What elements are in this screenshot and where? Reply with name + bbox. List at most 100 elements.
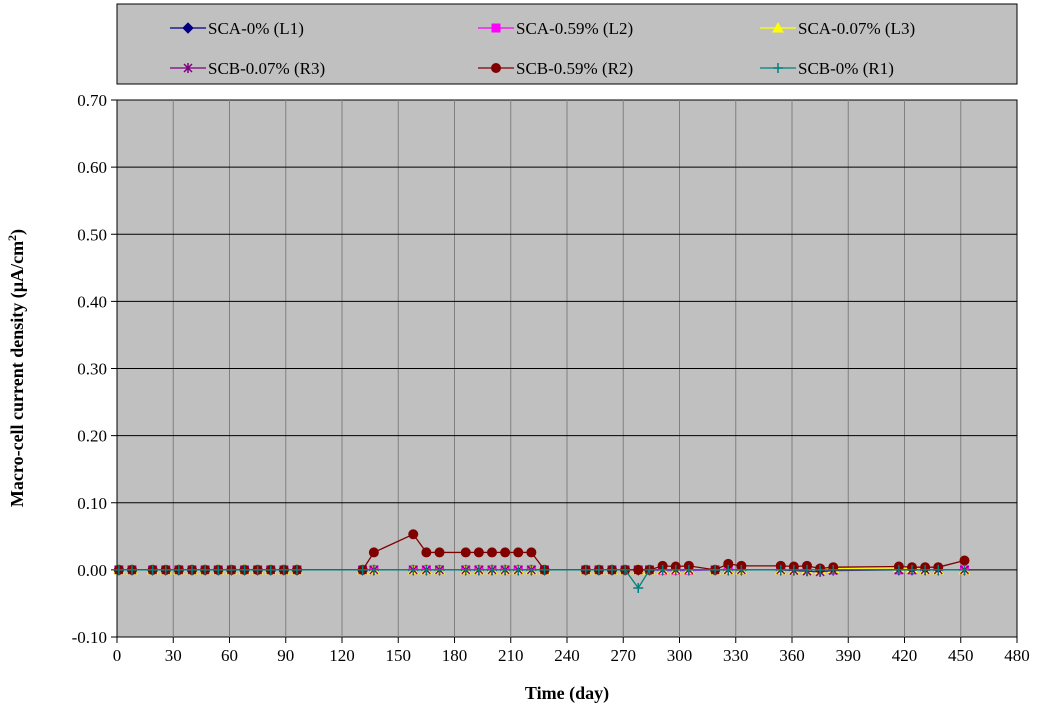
x-tick-label: 60 [221,646,238,665]
data-point [959,555,970,566]
data-point [775,564,786,575]
x-tick-label: 240 [554,646,580,665]
data-point [593,564,604,575]
data-point [226,564,237,575]
data-point [213,564,224,575]
data-point [368,547,379,558]
grid [117,100,1017,637]
y-tick-label: 0.20 [77,427,107,446]
data-point [513,564,524,575]
x-tick-label: 90 [277,646,294,665]
data-point [959,564,970,575]
legend-item: SCB-0.59% (R2) [478,59,633,78]
x-tick-label: 270 [611,646,637,665]
data-point [200,564,211,575]
data-point [644,564,655,575]
data-point [802,564,812,575]
y-tick-label: -0.10 [72,628,107,647]
data-point [736,564,747,575]
data-point [526,547,537,558]
x-tick-label: 150 [386,646,412,665]
data-point [408,564,419,575]
data-point [657,564,668,575]
data-point [670,564,681,575]
y-axis-title-sup: 2 [5,235,19,241]
data-point [368,564,379,575]
data-point [933,564,944,575]
data-point [160,564,171,575]
data-point [920,564,931,575]
legend-item: SCA-0% (L1) [170,19,304,38]
data-point [357,564,368,575]
x-tick-label: 330 [723,646,749,665]
data-point [173,564,184,575]
x-tick-label: 30 [165,646,182,665]
x-tick-label: 450 [948,646,974,665]
y-tick-label: 0.30 [77,360,107,379]
data-point [788,564,799,575]
data-point [723,564,734,575]
legend-swatch-marker [491,23,501,33]
data-point [421,547,432,558]
data-point [460,564,471,575]
data-point [633,582,644,593]
legend-label: SCA-0.07% (L3) [798,19,915,38]
x-tick-label: 360 [779,646,805,665]
legend-swatch-marker [491,63,501,73]
y-tick-label: 0.00 [77,561,107,580]
data-point [526,564,537,575]
series-group [113,529,971,593]
x-tick-label: 480 [1004,646,1030,665]
data-point [147,564,158,575]
data-point [487,564,497,575]
legend-label: SCB-0% (R1) [798,59,894,78]
x-tick-label: 300 [667,646,693,665]
data-point [487,547,497,558]
y-tick-label: 0.40 [77,292,107,311]
data-point [278,564,289,575]
legend-items: SCA-0% (L1) SCA-0.59% (L2) SCA-0.07% (L3) S… [170,19,915,78]
data-point [539,564,550,575]
legend-label: SCB-0.07% (R3) [208,59,325,78]
data-point [473,564,484,575]
legend-swatch-marker [183,63,193,73]
data-point [113,564,124,575]
data-point [828,564,839,575]
data-point [683,564,694,575]
y-tick-label: 0.60 [77,158,107,177]
data-point [607,564,617,575]
legend-label: SCB-0.59% (R2) [516,59,633,78]
data-point [252,564,263,575]
legend-swatch-marker [772,21,784,33]
data-point [239,564,250,575]
y-axis-title: Macro-cell current density (µA/cm2) [5,229,28,507]
data-point [580,564,591,575]
x-tick-label: 210 [498,646,524,665]
data-point [710,564,721,575]
data-point [815,564,826,575]
data-point [513,547,524,558]
data-point [187,564,197,575]
y-axis-title-main: Macro-cell current density (µA/cm [7,241,28,507]
legend-label: SCA-0% (L1) [208,19,304,38]
data-point [434,564,445,575]
x-tick-label: 420 [892,646,918,665]
legend-item: SCB-0% (R1) [760,59,894,78]
data-point [500,564,511,575]
legend-item: SCA-0.59% (L2) [478,19,633,38]
data-point [500,547,511,558]
axes: 0 30 60 90 120 150 180 210 240 270 300 330 360 390 420… [72,91,1030,665]
data-point [907,564,917,575]
y-tick-label: 0.10 [77,494,107,513]
data-point [893,564,904,575]
data-point [620,564,631,575]
x-tick-label: 180 [442,646,468,665]
legend-swatch-marker [182,22,194,34]
data-point [265,564,276,575]
legend-box [116,3,1018,85]
legend-label: SCA-0.59% (L2) [516,19,633,38]
y-axis-title-close: ) [7,229,28,235]
data-point [434,547,445,558]
